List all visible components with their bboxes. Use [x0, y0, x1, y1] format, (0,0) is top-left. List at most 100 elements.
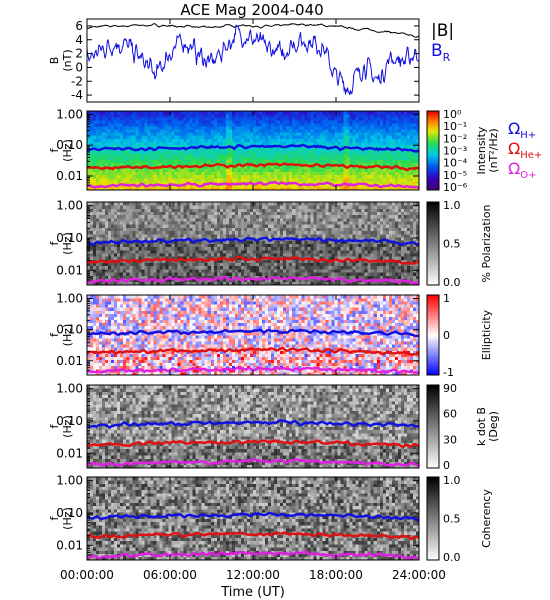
- spectrogram-cell: [271, 227, 275, 232]
- spectrogram-cell: [301, 180, 305, 185]
- spectrogram-cell: [90, 177, 94, 182]
- spectrogram-cell: [265, 281, 269, 286]
- spectrogram-cell: [207, 205, 212, 209]
- spectrogram-cell: [361, 180, 366, 185]
- spectrogram-cell: [385, 138, 390, 142]
- spectrogram-cell: [156, 168, 160, 173]
- spectrogram-cell: [171, 159, 175, 164]
- spectrogram-cell: [322, 171, 326, 176]
- spectrogram-cell: [207, 141, 212, 145]
- spectrogram-cell: [313, 202, 317, 206]
- spectrogram-cell: [108, 227, 112, 232]
- spectrogram-cell: [274, 253, 278, 257]
- spectrogram-cell: [219, 135, 224, 139]
- spectrogram-cell: [99, 159, 103, 164]
- spectrogram-cell: [159, 211, 163, 216]
- spectrogram-cell: [271, 224, 275, 228]
- spectrogram-cell: [406, 126, 411, 130]
- spectrogram-cell: [301, 272, 305, 276]
- spectrogram-cell: [99, 156, 103, 161]
- spectrogram-cell: [90, 278, 94, 283]
- spectrogram-cell: [316, 249, 320, 254]
- spectrogram-cell: [147, 281, 151, 286]
- spectrogram-cell: [189, 111, 194, 115]
- spectrogram-cell: [364, 186, 369, 191]
- spectrogram-cell: [406, 150, 411, 154]
- spectrogram-cell: [240, 205, 245, 209]
- spectrogram-cell: [108, 120, 112, 124]
- spectrogram-cell: [307, 269, 311, 273]
- spectrogram-cell: [129, 253, 133, 257]
- spectrogram-cell: [310, 240, 314, 244]
- spectrogram-cell: [337, 111, 341, 115]
- spectrogram-cell: [286, 123, 290, 127]
- spectrogram-cell: [138, 230, 142, 235]
- spectrogram-cell: [126, 221, 130, 225]
- spectrogram-cell: [216, 240, 221, 244]
- spectrogram-cell: [165, 221, 169, 225]
- spectrogram-cell: [231, 159, 236, 164]
- spectrogram-cell: [126, 281, 130, 286]
- spectrogram-cell: [289, 123, 293, 127]
- spectrogram-cell: [147, 211, 151, 216]
- spectrogram-cell: [117, 135, 121, 139]
- spectrogram-cell: [99, 120, 103, 124]
- spectrogram-cell: [210, 153, 215, 157]
- spectrogram-cell: [283, 202, 287, 206]
- spectrogram-cell: [111, 117, 115, 121]
- spectrogram-cell: [102, 281, 106, 286]
- spectrogram-cell: [243, 243, 248, 248]
- spectrogram-cell: [240, 265, 245, 270]
- spectrogram-cell: [144, 214, 148, 219]
- spectrogram-cell: [361, 171, 366, 176]
- spectrogram-cell: [382, 186, 387, 191]
- spectrogram-cell: [313, 208, 317, 212]
- spectrogram-cell: [219, 233, 224, 238]
- spectrogram-cell: [367, 135, 372, 139]
- spectrogram-cell: [186, 272, 191, 276]
- spectrogram-cell: [102, 253, 106, 257]
- spectrogram-cell: [192, 214, 197, 219]
- spectrogram-cell: [144, 171, 148, 176]
- spectrogram-cell: [394, 174, 399, 179]
- spectrogram-cell: [292, 265, 296, 270]
- spectrogram-cell: [93, 205, 97, 209]
- spectrogram-cell: [298, 205, 302, 209]
- spectrogram-cell: [265, 168, 269, 173]
- spectrogram-cell: [135, 214, 139, 219]
- spectrogram-cell: [168, 246, 172, 251]
- spectrogram-cell: [96, 180, 100, 185]
- spectrogram-cell: [90, 275, 94, 280]
- spectrogram-cell: [189, 272, 194, 276]
- intensity-cyclotron-He+: [86, 162, 420, 172]
- spectrogram-cell: [228, 183, 233, 188]
- spectrogram-cell: [337, 177, 341, 182]
- spectrogram-cell: [277, 205, 281, 209]
- spectrogram-cell: [135, 144, 139, 148]
- spectrogram-cell: [403, 156, 408, 161]
- spectrogram-cell: [295, 269, 299, 273]
- spectrogram-cell: [201, 111, 206, 115]
- spectrogram-cell: [204, 174, 209, 179]
- spectrogram-cell: [153, 150, 157, 154]
- spectrogram-cell: [289, 202, 293, 206]
- spectrogram-cell: [256, 132, 260, 136]
- spectrogram-cell: [90, 281, 94, 286]
- spectrogram-cell: [340, 180, 344, 185]
- spectrogram-cell: [240, 202, 245, 206]
- spectrogram-cell: [391, 135, 396, 139]
- spectrogram-cell: [228, 243, 233, 248]
- spectrogram-cell: [198, 120, 203, 124]
- spectrogram-cell: [168, 156, 172, 161]
- spectrogram-cell: [373, 138, 378, 142]
- spectrogram-cell: [256, 171, 260, 176]
- colorbar-step: [427, 142, 439, 145]
- spectrogram-cell: [120, 237, 124, 241]
- spectrogram-cell: [319, 183, 323, 188]
- spectrogram-cell: [361, 138, 366, 142]
- spectrogram-cell: [201, 233, 206, 238]
- spectrogram-cell: [249, 259, 254, 264]
- spectrogram-cell: [243, 135, 248, 139]
- spectrogram-cell: [162, 224, 166, 228]
- spectrogram-cell: [144, 141, 148, 145]
